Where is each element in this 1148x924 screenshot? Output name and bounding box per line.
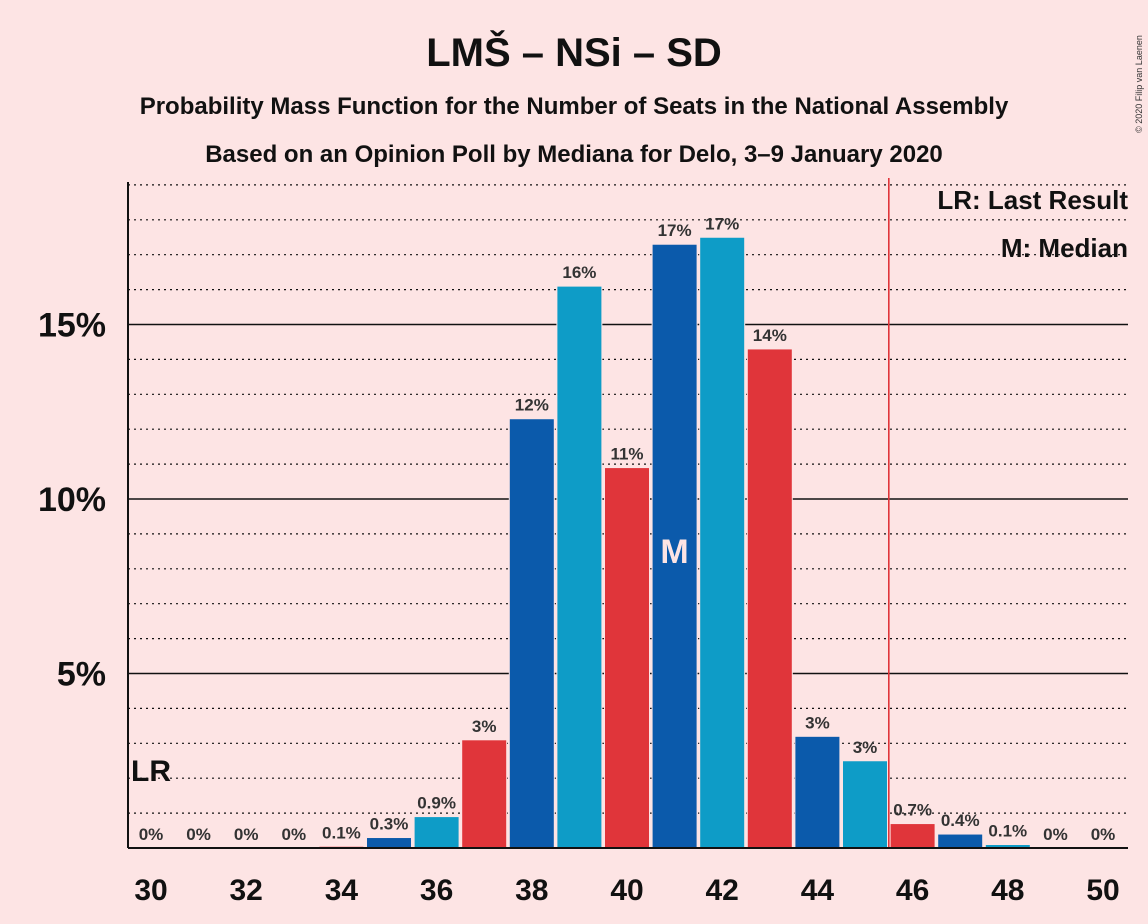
- x-tick-label: 38: [515, 874, 548, 907]
- bar-seat-36: [413, 816, 460, 849]
- data-label-seat-38: 12%: [515, 396, 549, 415]
- data-label-seat-34: 0.1%: [322, 823, 361, 842]
- bar-seat-44: [794, 735, 841, 849]
- legend-median: M: Median: [1001, 233, 1128, 263]
- x-tick-label: 42: [706, 874, 739, 907]
- chart-subtitle-2: Based on an Opinion Poll by Mediana for …: [205, 141, 943, 168]
- data-label-seat-44: 3%: [805, 713, 830, 732]
- bars-layer: [318, 236, 1031, 849]
- data-label-seat-45: 3%: [853, 738, 878, 757]
- y-tick-label: 15%: [38, 307, 106, 345]
- bar-seat-40: [604, 467, 650, 849]
- data-label-seat-31: 0%: [186, 825, 211, 844]
- bar-seat-45: [842, 760, 888, 849]
- chart-subtitle-1: Probability Mass Function for the Number…: [140, 93, 1009, 120]
- data-label-seat-46: 0.7%: [893, 801, 932, 820]
- data-label-seat-41: 17%: [658, 221, 692, 240]
- data-label-seat-37: 3%: [472, 717, 497, 736]
- x-tick-label: 30: [134, 874, 167, 907]
- data-label-seat-50: 0%: [1091, 825, 1116, 844]
- bar-seat-42: [699, 236, 746, 849]
- data-label-seat-40: 11%: [610, 445, 643, 464]
- y-tick-label: 5%: [57, 656, 106, 694]
- data-label-seat-42: 17%: [705, 214, 739, 233]
- bar-seat-39: [556, 285, 603, 849]
- data-label-seat-36: 0.9%: [417, 794, 456, 813]
- x-tick-label: 36: [420, 874, 453, 907]
- last-result-marker: LR: [131, 755, 171, 788]
- bar-seat-38: [508, 418, 555, 849]
- bar-seat-35: [366, 837, 412, 849]
- bar-seat-43: [746, 348, 793, 849]
- data-label-seat-49: 0%: [1043, 825, 1068, 844]
- data-label-seat-35: 0.3%: [370, 815, 409, 834]
- legend-last-result: LR: Last Result: [937, 185, 1128, 215]
- data-label-seat-47: 0.4%: [941, 811, 980, 830]
- bar-seat-37: [461, 739, 508, 849]
- x-tick-label: 46: [896, 874, 929, 907]
- data-labels-layer: 0% 0% 0% 0% 0.1% 0.3% 0.9% 3% 12% 16% 11% 17% 17% 14%…: [139, 214, 1116, 844]
- x-tick-label: 32: [230, 874, 263, 907]
- copyright-notice: © 2020 Filip van Laenen: [1134, 35, 1144, 133]
- x-tick-label: 34: [325, 874, 359, 907]
- bar-seat-46: [889, 823, 936, 849]
- bar-seat-47: [937, 833, 984, 849]
- data-label-seat-43: 14%: [753, 326, 787, 345]
- data-label-seat-32: 0%: [234, 825, 259, 844]
- chart-title: LMŠ – NSi – SD: [426, 29, 722, 75]
- x-tick-label: 40: [610, 874, 643, 907]
- data-label-seat-39: 16%: [562, 263, 596, 282]
- x-tick-label: 50: [1086, 874, 1119, 907]
- bar-seat-41: [651, 243, 698, 849]
- x-tick-label: 48: [991, 874, 1024, 907]
- y-tick-label: 10%: [38, 481, 106, 519]
- median-marker: M: [660, 533, 688, 571]
- data-label-seat-33: 0%: [282, 825, 307, 844]
- axis-layer: 5% 10% 15% 30 32 34 36 38 40 42 44 46 48 50 LR: [38, 178, 1128, 907]
- data-label-seat-30: 0%: [139, 825, 164, 844]
- data-label-seat-48: 0.1%: [988, 822, 1027, 841]
- x-tick-label: 44: [801, 874, 835, 907]
